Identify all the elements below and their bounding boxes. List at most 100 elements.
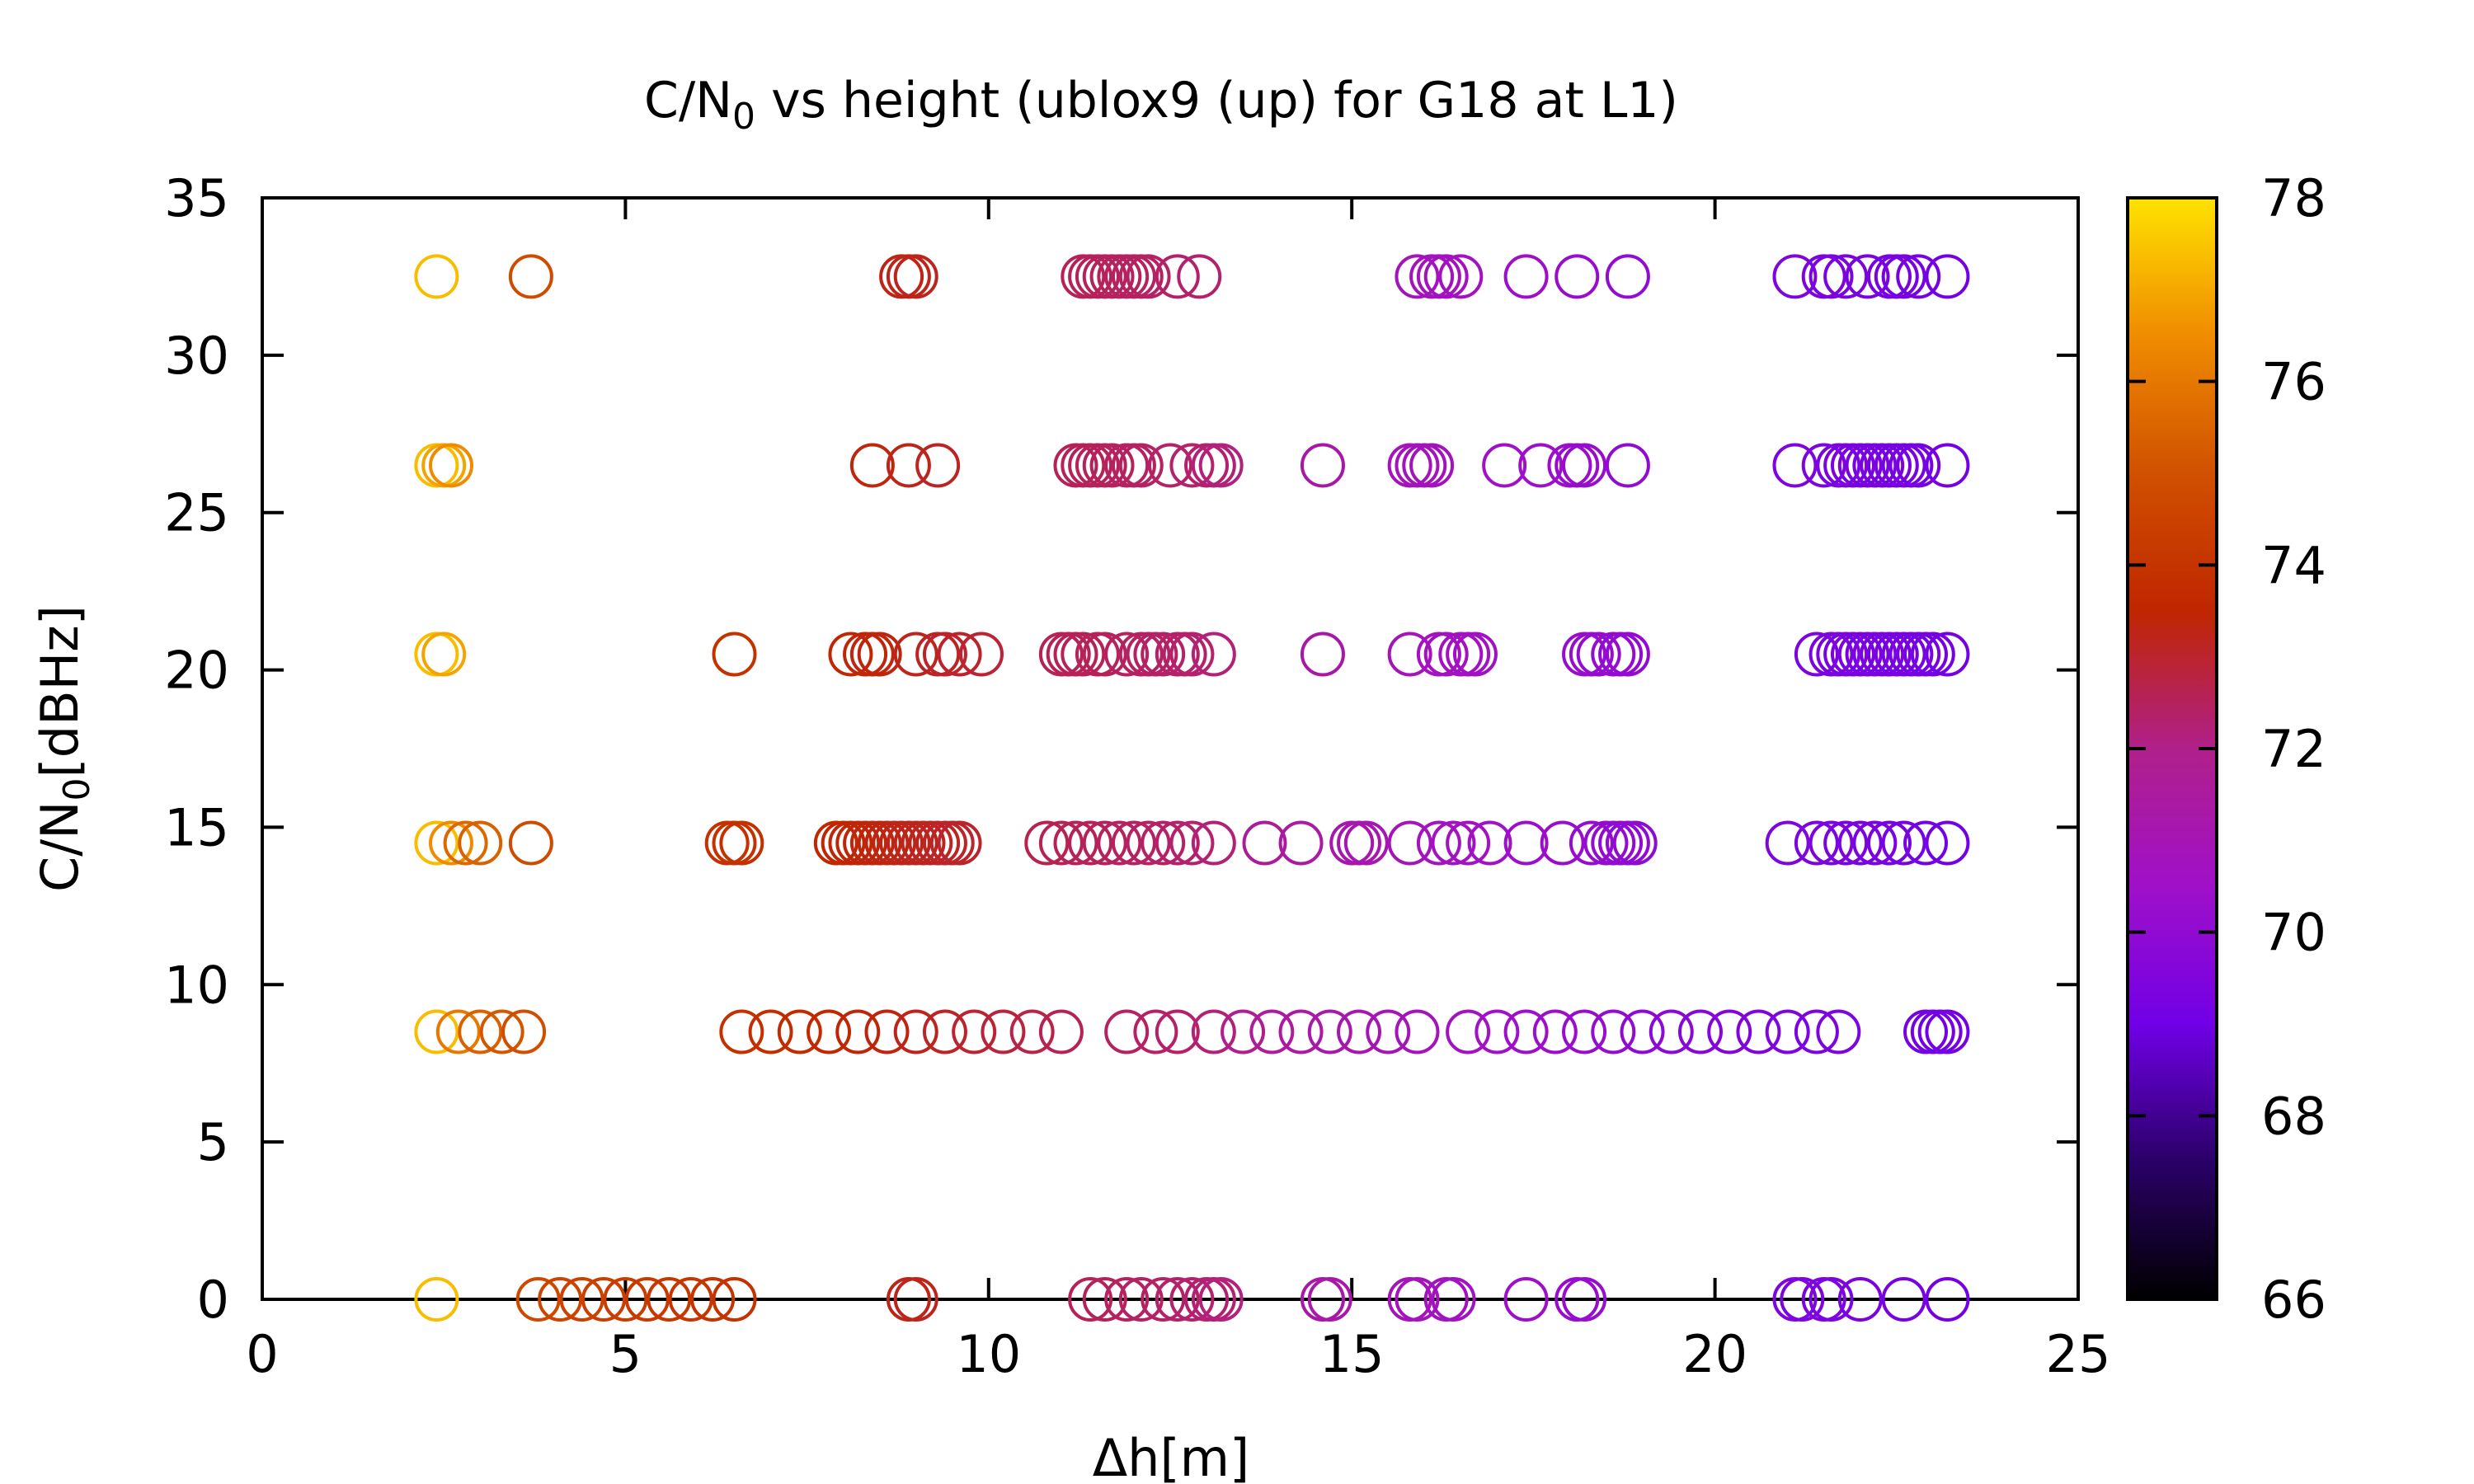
colorbar-ticks: 66 68 70 72 74 76 78	[2128, 168, 2326, 1330]
x-tick-label: 0	[246, 1324, 278, 1384]
data-point	[1307, 1009, 1352, 1054]
data-point	[712, 632, 757, 677]
data-point	[1395, 1009, 1440, 1054]
data-point	[1503, 820, 1549, 866]
data-point	[1191, 1009, 1236, 1054]
data-point	[1423, 254, 1469, 299]
data-point	[1300, 443, 1345, 488]
data-point	[1097, 820, 1142, 866]
data-point	[559, 1277, 604, 1322]
data-point	[922, 632, 967, 677]
data-point	[1221, 1009, 1266, 1054]
y-tick-label: 15	[164, 797, 229, 857]
data-point	[1808, 254, 1854, 299]
data-point	[508, 820, 553, 866]
data-point	[538, 1277, 583, 1322]
data-point	[1155, 1277, 1200, 1322]
x-tick-label: 5	[609, 1324, 642, 1384]
data-point	[937, 632, 982, 677]
colorbar-tick-label: 68	[2261, 1086, 2326, 1146]
data-point	[414, 820, 459, 866]
data-point	[1562, 1009, 1607, 1054]
data-point	[1925, 632, 1970, 677]
data-point	[429, 820, 474, 866]
data-point	[1503, 1009, 1549, 1054]
data-point	[1038, 1009, 1084, 1054]
data-point	[1823, 254, 1869, 299]
data-point	[1866, 820, 1912, 866]
data-point	[1169, 443, 1215, 488]
y-tick-label: 35	[164, 168, 229, 228]
data-point	[1177, 254, 1222, 299]
data-point	[952, 1009, 997, 1054]
data-point	[719, 820, 764, 866]
y-axis-label-suffix: [dBHz]	[30, 605, 90, 777]
x-tick-label: 20	[1682, 1324, 1747, 1384]
y-tick-label: 0	[197, 1270, 229, 1330]
data-point	[479, 1009, 524, 1054]
data-point	[1278, 820, 1324, 866]
data-point	[1816, 1009, 1861, 1054]
data-point	[1141, 632, 1186, 677]
data-point	[893, 1277, 938, 1322]
data-point	[1278, 1009, 1324, 1054]
data-point	[1104, 1277, 1150, 1322]
data-point	[1780, 1277, 1825, 1322]
colorbar-tick-label: 74	[2261, 535, 2326, 595]
data-point	[748, 1009, 793, 1054]
data-point	[1808, 820, 1854, 866]
data-point	[1446, 820, 1491, 866]
data-point	[1337, 1009, 1382, 1054]
data-point	[1169, 820, 1215, 866]
data-point	[1620, 1009, 1665, 1054]
data-point	[1852, 820, 1898, 866]
data-point	[1061, 632, 1106, 677]
data-point	[1242, 820, 1287, 866]
data-point	[1649, 1009, 1694, 1054]
data-point	[828, 632, 873, 677]
data-point	[1387, 632, 1432, 677]
data-point	[1307, 1277, 1352, 1322]
data-point	[1837, 1277, 1883, 1322]
data-point	[1118, 443, 1164, 488]
data-points	[414, 254, 1970, 1322]
data-point	[1925, 254, 1970, 299]
data-point	[1249, 1009, 1295, 1054]
data-point	[1198, 443, 1244, 488]
data-point	[1467, 820, 1512, 866]
data-point	[1387, 820, 1432, 866]
data-point	[1082, 632, 1127, 677]
data-point	[1554, 254, 1600, 299]
chart-title-suffix: vs height (ublox9 (up) for G18 at L1)	[755, 72, 1678, 129]
data-point	[1482, 443, 1527, 488]
data-point	[458, 1009, 503, 1054]
data-point	[1605, 254, 1650, 299]
data-point	[1452, 632, 1498, 677]
data-point	[835, 1009, 881, 1054]
data-point	[1503, 1277, 1549, 1322]
data-point	[1540, 820, 1585, 866]
data-point	[1038, 820, 1084, 866]
data-point	[1518, 443, 1564, 488]
y-tick-label: 5	[197, 1112, 229, 1172]
x-axis-label: Δh[m]	[1093, 1428, 1249, 1484]
data-point	[1881, 820, 1926, 866]
colorbar-tick-label: 78	[2261, 168, 2326, 228]
data-point	[1169, 1277, 1215, 1322]
colorbar-tick-label: 72	[2261, 719, 2326, 779]
colorbar-tick-label: 70	[2261, 903, 2326, 963]
data-point	[1024, 820, 1070, 866]
data-point	[1300, 632, 1345, 677]
data-point	[1431, 1277, 1476, 1322]
data-point	[1423, 632, 1469, 677]
data-point	[1191, 632, 1236, 677]
data-point	[1431, 820, 1476, 866]
data-point	[886, 443, 931, 488]
data-point	[857, 632, 902, 677]
data-point	[1903, 820, 1949, 866]
data-point	[1772, 443, 1818, 488]
data-point	[1837, 820, 1883, 866]
data-point	[1155, 820, 1200, 866]
data-point	[1446, 1009, 1491, 1054]
data-point	[1808, 1277, 1854, 1322]
